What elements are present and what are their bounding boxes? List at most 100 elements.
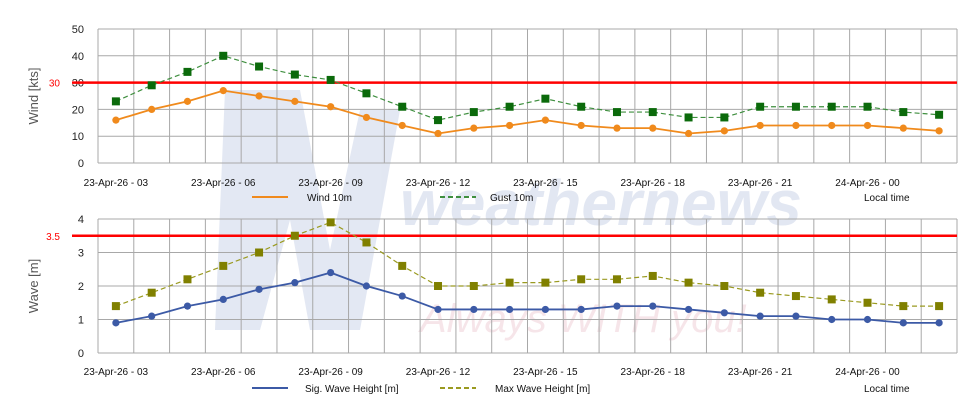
- series-line-0: [115, 271, 940, 324]
- data-point: [863, 315, 872, 324]
- local-time-label: Local time: [864, 193, 910, 204]
- data-point: [148, 105, 156, 113]
- data-point: [684, 129, 693, 138]
- data-point: [935, 302, 944, 311]
- data-point: [541, 116, 549, 124]
- data-point: [506, 121, 514, 130]
- data-point: [791, 292, 800, 301]
- data-point: [255, 285, 263, 293]
- data-point: [469, 108, 478, 117]
- data-point: [649, 302, 657, 310]
- legend-label: Max Wave Height [m]: [495, 384, 590, 395]
- y-tick-label: 1: [78, 315, 84, 327]
- data-point: [720, 127, 728, 135]
- data-point: [112, 116, 120, 124]
- data-point: [505, 102, 514, 111]
- data-point: [899, 108, 908, 117]
- data-point: [219, 51, 228, 60]
- data-point: [291, 97, 299, 105]
- data-point: [684, 305, 693, 314]
- data-point: [577, 121, 585, 130]
- data-point: [791, 102, 800, 111]
- data-point: [577, 275, 586, 284]
- data-point: [398, 292, 406, 300]
- data-point: [899, 319, 907, 327]
- series-line-1: [115, 55, 940, 121]
- data-point: [183, 97, 192, 105]
- data-point: [183, 67, 192, 76]
- y-tick-label: 10: [72, 131, 84, 143]
- data-point: [684, 113, 693, 122]
- data-point: [828, 121, 836, 130]
- y-tick-label: 2: [78, 281, 84, 293]
- data-point: [362, 113, 371, 122]
- x-tick-label: 23-Apr-26 - 03: [84, 178, 149, 189]
- data-point: [505, 278, 514, 287]
- x-tick-label: 24-Apr-26 - 00: [835, 367, 900, 378]
- data-point: [506, 305, 514, 314]
- data-point: [398, 121, 406, 130]
- watermark-logo-text: weathernews: [400, 167, 802, 239]
- data-point: [756, 312, 764, 320]
- threshold-label: 3.5: [46, 232, 60, 243]
- legend-label: Wind 10m: [307, 193, 352, 204]
- data-point: [362, 238, 371, 247]
- legend-label: Sig. Wave Height [m]: [305, 384, 399, 395]
- data-point: [434, 129, 442, 138]
- series-line-0: [115, 89, 940, 135]
- y-tick-label: 0: [78, 348, 84, 360]
- data-point: [612, 275, 621, 284]
- data-point: [183, 275, 192, 284]
- x-tick-label: 23-Apr-26 - 21: [728, 367, 793, 378]
- x-tick-label: 23-Apr-26 - 06: [191, 367, 256, 378]
- data-point: [469, 282, 478, 290]
- y-tick-label: 4: [78, 214, 84, 226]
- x-tick-label: 23-Apr-26 - 15: [513, 178, 578, 189]
- x-tick-label: 23-Apr-26 - 09: [298, 367, 363, 378]
- data-point: [291, 279, 299, 287]
- data-point: [720, 113, 729, 122]
- data-point: [827, 295, 836, 304]
- data-point: [648, 271, 657, 280]
- data-point: [434, 305, 442, 314]
- data-point: [434, 116, 443, 125]
- data-point: [720, 282, 729, 290]
- y-tick-label: 20: [72, 104, 84, 116]
- data-point: [756, 102, 765, 111]
- data-point: [147, 288, 156, 297]
- y-tick-label: 3: [78, 248, 84, 260]
- watermark-logo-shape: [215, 90, 400, 330]
- y-axis-title: Wave [m]: [26, 259, 41, 313]
- y-tick-label: 40: [72, 51, 84, 63]
- data-point: [219, 295, 227, 303]
- x-tick-label: 23-Apr-26 - 03: [84, 367, 149, 378]
- data-point: [863, 121, 872, 130]
- wave-chart: 0 1 2 3 4 Wave [m] 3.5 23-Apr-26 - 03 23-Apr-26 …: [26, 214, 958, 395]
- data-point: [398, 261, 407, 270]
- data-point: [756, 121, 764, 130]
- data-point: [720, 309, 728, 317]
- x-tick-label: 23-Apr-26 - 06: [191, 178, 256, 189]
- data-point: [326, 75, 335, 84]
- data-point: [541, 278, 550, 287]
- data-point: [863, 102, 872, 111]
- data-point: [577, 102, 586, 111]
- data-point: [255, 248, 264, 257]
- x-tick-label: 23-Apr-26 - 21: [728, 178, 793, 189]
- y-axis-title: Wind [kts]: [26, 67, 41, 124]
- data-point: [935, 319, 943, 327]
- data-point: [827, 102, 836, 111]
- data-point: [863, 298, 872, 307]
- x-tick-label: 23-Apr-26 - 09: [298, 178, 363, 189]
- data-point: [111, 302, 120, 311]
- data-point: [792, 121, 800, 130]
- y-tick-label: 0: [78, 158, 84, 170]
- data-point: [219, 261, 228, 270]
- data-point: [613, 124, 621, 132]
- data-point: [362, 89, 371, 98]
- data-point: [434, 282, 443, 290]
- data-point: [327, 103, 335, 111]
- data-point: [684, 278, 693, 287]
